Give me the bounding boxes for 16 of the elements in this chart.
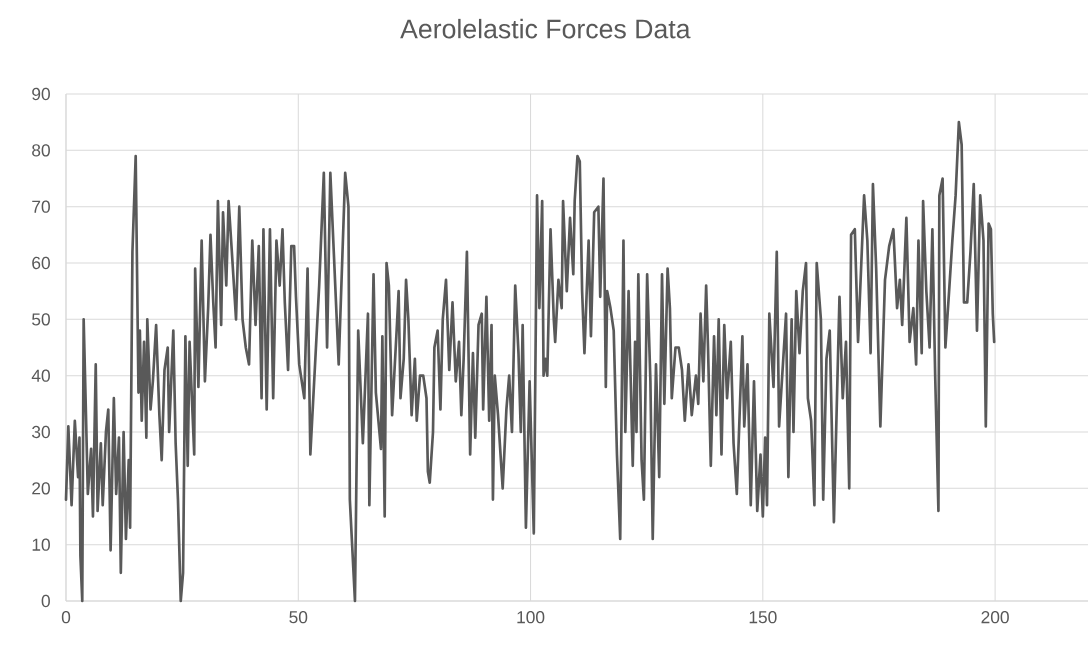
x-tick-label: 200	[981, 611, 1009, 624]
y-tick-label: 0	[41, 594, 50, 608]
x-tick-label: 150	[749, 611, 777, 624]
y-tick-label: 90	[32, 87, 50, 101]
y-tick-label: 30	[32, 425, 50, 439]
x-tick-label: 0	[61, 611, 71, 624]
x-tick-label: 50	[289, 611, 308, 624]
y-tick-label: 50	[32, 313, 50, 326]
y-tick-label: 60	[32, 256, 50, 270]
y-tick-label: 70	[32, 200, 50, 213]
y-tick-label: 80	[32, 144, 50, 157]
chart-title: Aerolelastic Forces Data	[400, 18, 691, 39]
y-tick-label: 40	[31, 369, 50, 382]
x-tick-label: 100	[517, 611, 545, 624]
y-tick-label: 10	[32, 538, 50, 551]
y-tick-label: 20	[32, 482, 50, 495]
